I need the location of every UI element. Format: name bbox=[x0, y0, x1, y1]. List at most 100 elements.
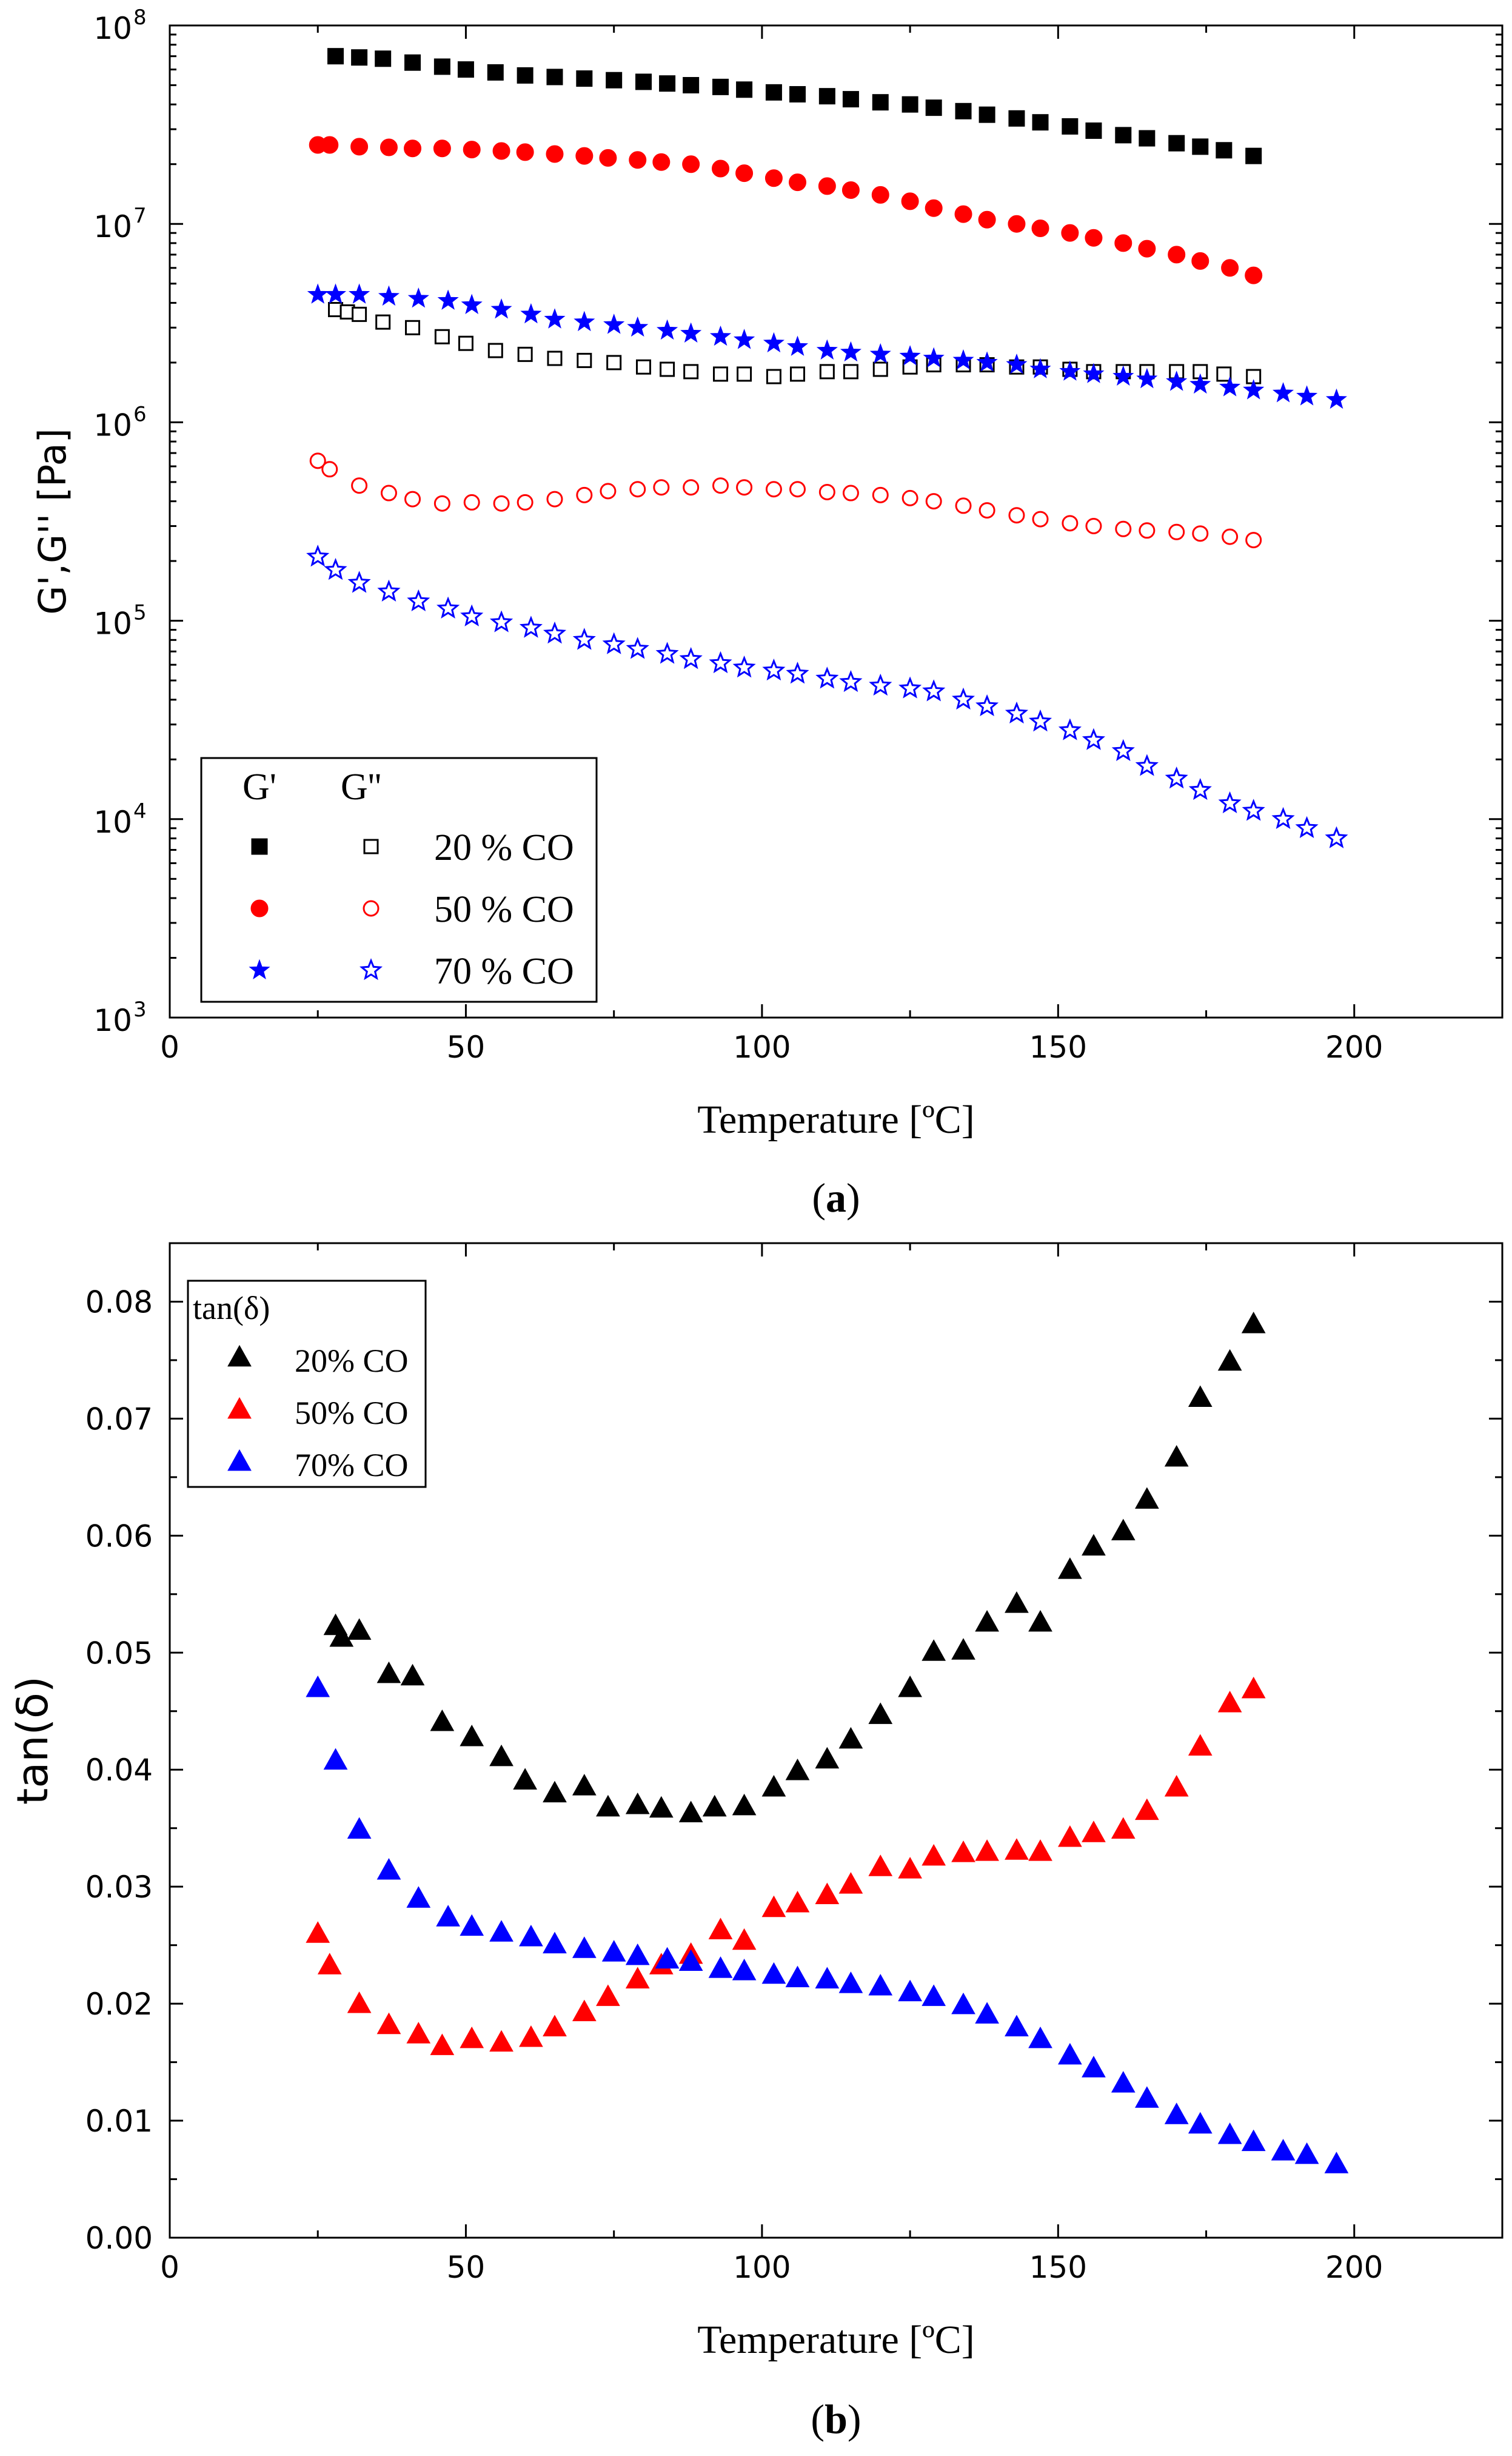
series-a-4 bbox=[307, 283, 1347, 409]
data-point bbox=[683, 479, 700, 496]
data-point bbox=[543, 1931, 567, 1954]
data-point bbox=[659, 75, 676, 92]
chart-panel-b: 0 50 100 150 200 0.00 0.01 0.02 0.03 0.04 0.05 0.06… bbox=[8, 1242, 1504, 2442]
data-point bbox=[838, 1971, 863, 1993]
data-point bbox=[460, 1914, 484, 1936]
data-point bbox=[1059, 360, 1081, 381]
data-point bbox=[1241, 1311, 1266, 1334]
data-point bbox=[815, 666, 839, 689]
data-point bbox=[790, 366, 806, 382]
legend-box-b bbox=[187, 1280, 427, 1488]
legend-label: 20 % CO bbox=[434, 827, 574, 868]
data-point bbox=[1271, 807, 1295, 829]
data-point bbox=[649, 1796, 674, 1818]
data-point bbox=[869, 343, 891, 364]
data-point bbox=[955, 102, 972, 119]
data-point bbox=[1139, 522, 1156, 539]
data-point bbox=[1032, 114, 1049, 131]
x-tick-label-b: 100 bbox=[733, 2250, 791, 2285]
data-point bbox=[1165, 766, 1188, 789]
data-point bbox=[789, 173, 807, 192]
data-point bbox=[1111, 739, 1135, 761]
caption-letter: a bbox=[826, 1175, 846, 1221]
data-point bbox=[1085, 517, 1102, 534]
data-point bbox=[786, 335, 809, 356]
data-point bbox=[546, 69, 563, 86]
data-point bbox=[574, 310, 595, 332]
data-point bbox=[576, 486, 593, 503]
data-point bbox=[708, 1956, 733, 1978]
caption-paren: ) bbox=[846, 1175, 860, 1221]
data-point bbox=[1221, 259, 1239, 277]
y-tick-label-b: 0.08 bbox=[85, 1284, 153, 1320]
data-point bbox=[1008, 507, 1025, 524]
data-point bbox=[899, 345, 921, 366]
data-point bbox=[765, 84, 782, 101]
data-point bbox=[380, 485, 397, 502]
data-point bbox=[546, 491, 563, 508]
data-point bbox=[1135, 2086, 1159, 2108]
data-point bbox=[923, 347, 945, 367]
data-point bbox=[603, 314, 625, 334]
data-point bbox=[349, 283, 370, 304]
y-tick-base: 10 bbox=[93, 1003, 132, 1038]
y-tick-label-b: 0.00 bbox=[85, 2221, 153, 2256]
data-point bbox=[653, 479, 670, 496]
y-tick-label-b: 0.05 bbox=[85, 1636, 153, 1671]
data-point bbox=[636, 359, 652, 375]
legend-marker bbox=[227, 1397, 252, 1419]
x-tick-label-a: 50 bbox=[447, 1030, 486, 1065]
legend-a: G' G'' 20 % CO 50 % CO 70 % CO bbox=[200, 757, 598, 1003]
data-point bbox=[599, 149, 617, 167]
data-point bbox=[406, 1886, 431, 1908]
data-point bbox=[437, 289, 459, 310]
series-b-0 bbox=[323, 1311, 1266, 1822]
data-point bbox=[375, 50, 392, 67]
data-point bbox=[400, 1663, 425, 1686]
data-point bbox=[785, 1758, 810, 1780]
y-tick-exp: 6 bbox=[133, 402, 147, 426]
data-point bbox=[785, 1891, 810, 1913]
data-point bbox=[1192, 525, 1209, 542]
data-point bbox=[351, 477, 368, 494]
data-point bbox=[1028, 1609, 1052, 1632]
legend-marker-open bbox=[359, 958, 383, 981]
data-point bbox=[1164, 1444, 1189, 1467]
data-point bbox=[321, 461, 338, 478]
data-point bbox=[818, 88, 835, 105]
data-point bbox=[430, 1709, 455, 1731]
data-point bbox=[306, 1676, 330, 1697]
data-point bbox=[1083, 363, 1105, 383]
legend-header-gdoubleprime: G'' bbox=[341, 767, 381, 808]
data-point bbox=[732, 1928, 757, 1950]
legend-label: 70 % CO bbox=[434, 951, 574, 992]
data-point bbox=[487, 343, 503, 358]
data-point bbox=[975, 1839, 999, 1861]
data-point bbox=[1166, 371, 1188, 391]
data-point bbox=[460, 604, 484, 626]
data-point bbox=[436, 1905, 460, 1927]
legend-b: tan(δ) 20% CO 50% CO 70% CO bbox=[187, 1280, 427, 1488]
y-tick-label-a: 10 4 bbox=[93, 799, 146, 840]
data-point bbox=[437, 596, 460, 619]
data-point bbox=[596, 1984, 620, 2006]
data-point bbox=[734, 329, 755, 349]
data-point bbox=[898, 1857, 922, 1879]
data-point bbox=[517, 67, 534, 84]
data-point bbox=[763, 332, 784, 353]
data-point bbox=[815, 1967, 840, 1988]
data-point bbox=[815, 1882, 840, 1905]
data-point bbox=[1188, 777, 1212, 800]
data-point bbox=[347, 1817, 372, 1839]
data-point bbox=[1188, 1385, 1213, 1408]
y-tick-label-a: 10 6 bbox=[93, 402, 146, 443]
data-point bbox=[975, 2002, 999, 2024]
legend-label: 50 % CO bbox=[434, 889, 574, 930]
data-point bbox=[513, 1768, 537, 1790]
legend-header-gprime: G' bbox=[243, 767, 276, 808]
data-point bbox=[843, 364, 858, 380]
data-point bbox=[761, 1962, 786, 1984]
data-point bbox=[489, 1744, 513, 1767]
data-point bbox=[1085, 229, 1103, 247]
data-point bbox=[951, 687, 975, 710]
